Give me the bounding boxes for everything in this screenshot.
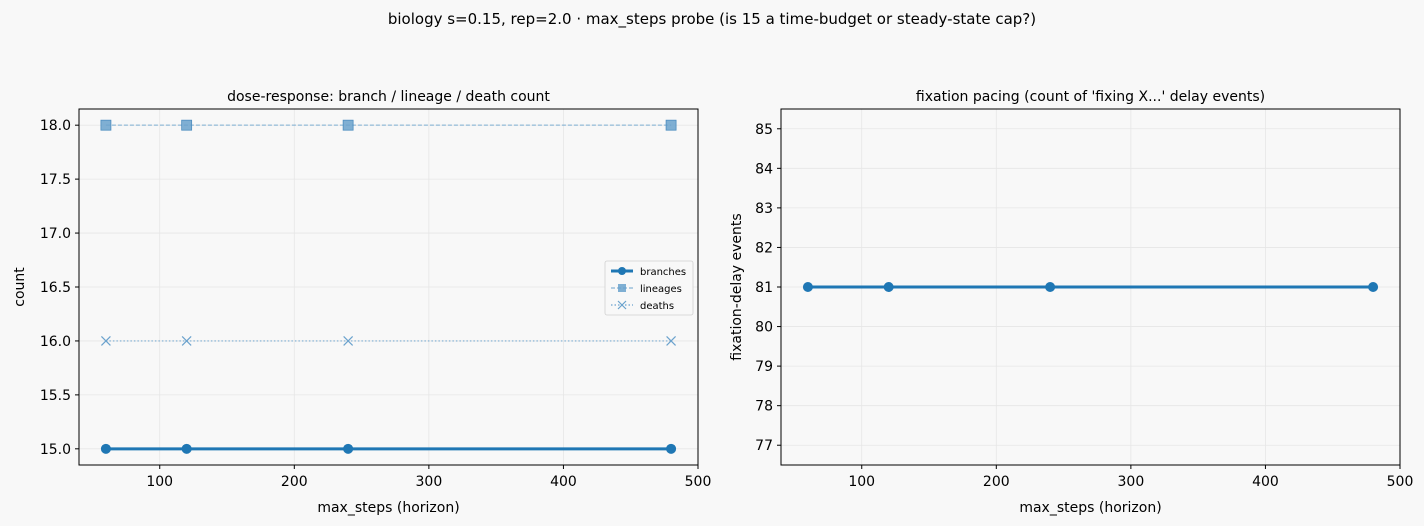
legend-marker-branches bbox=[618, 267, 626, 275]
fixation-delay-point-2 bbox=[1045, 282, 1056, 292]
x-tick-label-2: 300 bbox=[1118, 474, 1145, 490]
x-axis-label: max_steps (horizon) bbox=[1019, 500, 1161, 516]
plot-title: dose-response: branch / lineage / death … bbox=[227, 89, 550, 105]
y-axis-label: fixation-delay events bbox=[729, 213, 745, 360]
figure-title: biology s=0.15, rep=2.0 · max_steps prob… bbox=[388, 10, 1036, 29]
y-tick-label-5: 82 bbox=[755, 240, 773, 256]
lineages-point-1 bbox=[181, 119, 193, 131]
legend-label-branches: branches bbox=[640, 267, 686, 278]
y-tick-label-8: 85 bbox=[755, 122, 773, 138]
fixation-delay-point-0 bbox=[802, 282, 813, 292]
branches-point-0 bbox=[100, 443, 111, 454]
legend-marker-lineages bbox=[618, 284, 626, 292]
y-tick-label-4: 17.0 bbox=[40, 226, 71, 242]
dose-response-chart: 100 200 300 400 500 15.0 15.5 16.0 16.5 17.0 17.5 1… bbox=[12, 89, 711, 516]
lineages-point-2 bbox=[342, 119, 354, 131]
fixation-delay-point-3 bbox=[1368, 282, 1379, 292]
y-tick-label-7: 84 bbox=[755, 161, 773, 177]
y-tick-label-0: 15.0 bbox=[40, 442, 71, 458]
deaths-point-1 bbox=[181, 336, 192, 346]
x-tick-label-0: 100 bbox=[146, 474, 173, 490]
legend-label-lineages: lineages bbox=[640, 284, 682, 295]
x-tick-label-0: 100 bbox=[848, 474, 875, 490]
y-tick-label-2: 79 bbox=[755, 359, 773, 375]
y-tick-label-5: 17.5 bbox=[40, 172, 71, 188]
deaths-point-2 bbox=[343, 336, 354, 346]
y-tick-label-0: 77 bbox=[755, 438, 773, 454]
fixation-pacing-chart: 100 200 300 400 500 77 78 79 80 81 82 83 84 85 fixatio… bbox=[729, 89, 1413, 516]
y-tick-label-3: 80 bbox=[755, 320, 773, 336]
x-tick-label-4: 500 bbox=[1387, 474, 1414, 490]
deaths-point-0 bbox=[100, 336, 111, 346]
legend-marker-deaths bbox=[617, 300, 627, 310]
x-tick-label-1: 200 bbox=[983, 474, 1010, 490]
x-tick-label-3: 400 bbox=[550, 474, 577, 490]
plot-title: fixation pacing (count of 'fixing X...' … bbox=[916, 89, 1265, 105]
x-axis-label: max_steps (horizon) bbox=[317, 500, 459, 516]
x-tick-label-2: 300 bbox=[416, 474, 443, 490]
x-tick-label-1: 200 bbox=[281, 474, 308, 490]
legend: branches lineages deaths bbox=[604, 260, 694, 316]
deaths-point-3-b bbox=[666, 336, 677, 346]
x-tick-label-3: 400 bbox=[1252, 474, 1279, 490]
y-tick-label-1: 15.5 bbox=[40, 388, 71, 404]
y-tick-label-6: 83 bbox=[755, 201, 773, 217]
y-tick-label-2: 16.0 bbox=[40, 334, 71, 350]
y-tick-label-4: 81 bbox=[755, 280, 773, 296]
y-axis-label: count bbox=[12, 267, 28, 307]
deaths-point-0-b bbox=[100, 336, 111, 346]
deaths-point-2-b bbox=[343, 336, 354, 346]
lineages-point-0 bbox=[100, 119, 112, 131]
deaths-point-1-b bbox=[181, 336, 192, 346]
x-tick-label-4: 500 bbox=[685, 474, 712, 490]
lineages-point-3 bbox=[665, 119, 677, 131]
branches-point-3 bbox=[666, 443, 677, 454]
legend-marker-deaths-b bbox=[617, 300, 627, 310]
y-tick-label-6: 18.0 bbox=[40, 118, 71, 134]
branches-point-2 bbox=[343, 443, 354, 454]
deaths-point-3 bbox=[666, 336, 677, 346]
legend-label-deaths: deaths bbox=[640, 301, 674, 312]
legend-box bbox=[604, 260, 694, 316]
y-tick-label-3: 16.5 bbox=[40, 280, 71, 296]
branches-point-1 bbox=[181, 443, 192, 454]
fixation-delay-point-1 bbox=[883, 282, 894, 292]
y-tick-label-1: 78 bbox=[755, 399, 773, 415]
